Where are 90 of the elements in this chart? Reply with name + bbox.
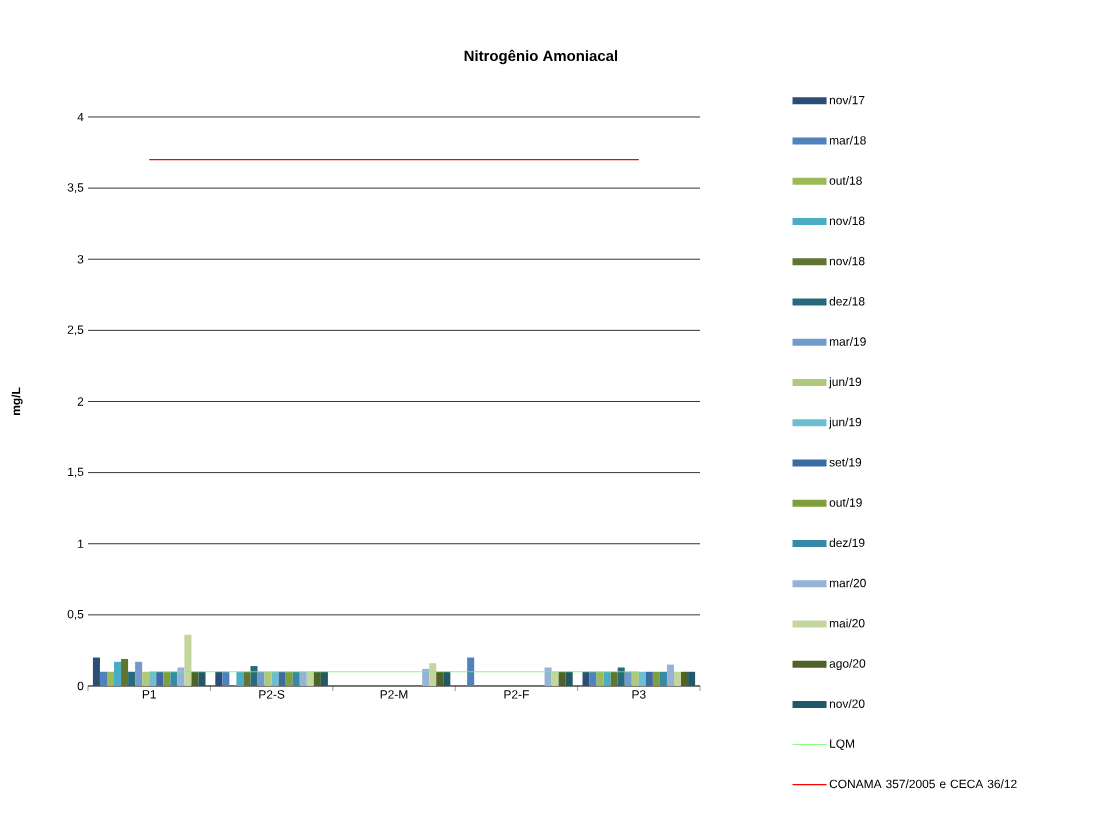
bar [170, 671, 178, 686]
bar [243, 671, 251, 686]
bar [544, 667, 552, 686]
x-tick-label: P2-M [380, 690, 408, 699]
bar [106, 671, 115, 686]
bar [681, 671, 689, 686]
bar [142, 671, 150, 686]
legend-label: CONAMA 357/2005 e CECA 36/12 [829, 779, 1017, 789]
bar [128, 671, 136, 686]
bar [99, 671, 107, 686]
legend-label: mar/19 [829, 337, 866, 346]
bar [638, 671, 646, 686]
y-tick-label: 1,5 [68, 467, 84, 478]
bar [610, 671, 618, 686]
legend-label: jun/19 [828, 377, 862, 389]
bar [551, 671, 559, 686]
bar [215, 671, 223, 686]
legend-label: dez/19 [829, 538, 865, 547]
legend-label: LQM [830, 739, 855, 751]
x-tick-label: P1 [142, 690, 156, 699]
y-tick-label: 2 [77, 397, 84, 406]
chart-title: Nitrogênio Amoniacal [464, 49, 618, 65]
bar [299, 671, 307, 686]
x-tick-label: P3 [632, 690, 646, 699]
bar [443, 671, 451, 686]
legend-label: nov/18 [829, 216, 865, 226]
bar [666, 664, 674, 686]
legend-label: out/19 [829, 497, 862, 507]
y-tick-label: 3,5 [67, 183, 84, 194]
bar [617, 667, 625, 686]
legend-label: nov/17 [829, 95, 865, 105]
bar [320, 671, 328, 686]
bar [264, 671, 272, 686]
y-tick-label: 0,5 [67, 609, 84, 620]
x-tick-label: P2-S [259, 690, 285, 699]
bar [589, 671, 597, 686]
bar [631, 671, 639, 686]
legend-label: ago/20 [829, 658, 866, 671]
bar [596, 671, 604, 686]
legend-label: nov/20 [829, 699, 865, 708]
bar [135, 661, 143, 686]
y-tick-label: 1 [78, 539, 84, 548]
bar [292, 671, 300, 686]
bar [688, 671, 696, 686]
legend-label: set/19 [829, 457, 862, 467]
x-tick-label: P2-F [504, 690, 529, 699]
y-tick-label: 2,5 [67, 325, 84, 336]
legend-label: jun/19 [828, 417, 862, 429]
legend-label: dez/18 [829, 296, 865, 306]
y-tick-label: 0 [77, 681, 84, 691]
bar [163, 671, 171, 686]
bar [674, 671, 682, 686]
legend-label: mar/20 [829, 578, 866, 588]
bar [652, 671, 660, 686]
bar [114, 661, 122, 686]
bar [313, 671, 321, 686]
legend-label: mai/20 [829, 618, 865, 628]
bar [198, 671, 206, 686]
bar [257, 671, 265, 686]
bar [624, 671, 632, 686]
bar [422, 668, 430, 686]
y-tick-label: 3 [77, 255, 84, 264]
legend-label: out/18 [829, 176, 862, 185]
bar [645, 671, 653, 686]
bar [121, 658, 129, 686]
bar [191, 671, 199, 686]
legend-label: nov/18 [829, 256, 865, 266]
bar [149, 671, 157, 686]
bar [582, 671, 590, 686]
bar [271, 671, 279, 686]
bar [222, 671, 230, 686]
y-axis-title: mg/L [11, 387, 23, 415]
bar [467, 657, 475, 686]
bar [184, 634, 192, 686]
bar [436, 671, 444, 686]
bar [285, 671, 293, 686]
bar [236, 671, 244, 686]
bar [603, 671, 611, 686]
bar [278, 671, 286, 686]
bar [92, 657, 100, 686]
bar [156, 671, 164, 686]
y-tick-label: 4 [77, 112, 84, 122]
bar [429, 663, 437, 686]
bar [558, 671, 566, 686]
bar [177, 667, 185, 686]
bar [565, 671, 573, 686]
bar [250, 666, 258, 686]
bar [306, 671, 314, 686]
legend-label: mar/18 [829, 135, 866, 145]
bar [659, 671, 667, 686]
